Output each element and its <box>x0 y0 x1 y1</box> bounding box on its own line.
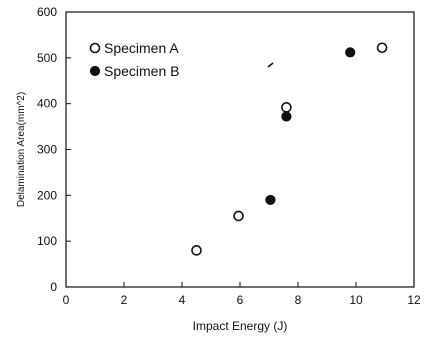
specimen-a-point-2 <box>281 102 292 113</box>
x-tick-label: 10 <box>349 293 363 307</box>
x-tick-label: 2 <box>121 293 128 307</box>
specimen-a-point-1 <box>233 210 244 222</box>
legend-marker-open-circle <box>89 42 101 54</box>
y-axis-ticks: 0 100 200 300 400 500 600 <box>37 5 71 294</box>
y-tick-label: 100 <box>37 234 57 248</box>
y-tick-label: 400 <box>37 97 57 111</box>
stray-mark <box>267 62 274 68</box>
legend-label-specimen-b: Specimen B <box>104 63 179 79</box>
x-axis-ticks: 0 2 4 6 8 10 12 <box>63 282 421 307</box>
x-tick-label: 12 <box>407 293 421 307</box>
x-tick-label: 0 <box>63 293 70 307</box>
legend-item-specimen-a: Specimen A <box>89 40 179 56</box>
legend-label-specimen-a: Specimen A <box>104 40 179 56</box>
x-tick-label: 4 <box>179 293 186 307</box>
specimen-a-point-0 <box>191 245 202 256</box>
legend-item-specimen-b: Specimen B <box>89 63 179 79</box>
y-tick-label: 300 <box>37 143 57 157</box>
y-axis-title: Delamination Area(mm^2) <box>16 92 27 207</box>
specimen-b-point-1 <box>281 111 292 122</box>
x-axis-title: Impact Energy (J) <box>193 319 288 333</box>
specimen-b-point-2 <box>345 47 356 58</box>
y-tick-label: 200 <box>37 188 57 202</box>
data-points <box>191 42 388 256</box>
specimen-a-point-3 <box>376 42 388 54</box>
y-tick-label: 600 <box>37 5 57 19</box>
x-tick-label: 8 <box>295 293 302 307</box>
x-tick-label: 6 <box>237 293 244 307</box>
legend: Specimen A Specimen B <box>89 40 179 79</box>
y-tick-label: 500 <box>37 51 57 65</box>
legend-marker-filled-circle <box>89 65 101 77</box>
y-tick-label: 0 <box>50 280 57 294</box>
specimen-b-point-0 <box>265 194 276 206</box>
